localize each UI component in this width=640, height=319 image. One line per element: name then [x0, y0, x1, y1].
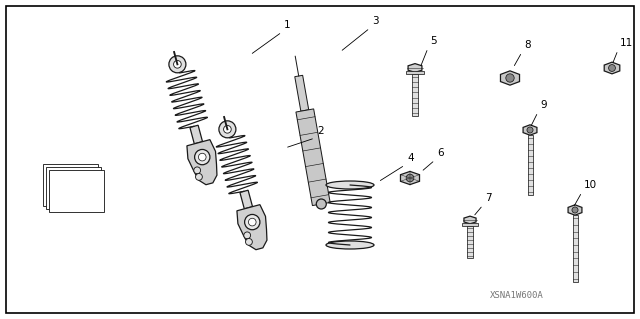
Circle shape — [609, 64, 616, 71]
Polygon shape — [190, 125, 202, 144]
Bar — [406, 71, 424, 74]
Ellipse shape — [326, 181, 374, 189]
Polygon shape — [49, 170, 104, 212]
Text: 4: 4 — [407, 153, 413, 163]
Circle shape — [169, 56, 186, 73]
Circle shape — [219, 121, 236, 138]
Polygon shape — [401, 171, 420, 185]
Polygon shape — [604, 62, 620, 74]
Text: 9: 9 — [540, 100, 547, 110]
Polygon shape — [296, 109, 330, 205]
Circle shape — [572, 207, 578, 213]
Bar — [467, 226, 473, 258]
Circle shape — [244, 232, 251, 239]
Text: 7: 7 — [485, 193, 492, 203]
Circle shape — [248, 218, 256, 226]
Circle shape — [196, 174, 202, 180]
Bar — [462, 223, 477, 226]
Text: 3: 3 — [372, 16, 379, 26]
Polygon shape — [464, 216, 476, 224]
Text: 1: 1 — [284, 20, 291, 30]
Polygon shape — [523, 125, 537, 135]
Text: 2: 2 — [317, 126, 324, 136]
Circle shape — [173, 61, 181, 68]
Polygon shape — [187, 140, 217, 185]
Text: 8: 8 — [524, 40, 531, 50]
Circle shape — [246, 239, 252, 245]
Polygon shape — [295, 75, 308, 111]
Circle shape — [198, 153, 206, 161]
Bar — [573, 215, 577, 282]
Circle shape — [244, 214, 260, 230]
Circle shape — [194, 167, 200, 174]
Text: 10: 10 — [584, 180, 597, 190]
Polygon shape — [42, 164, 97, 206]
Text: 11: 11 — [620, 38, 633, 48]
Text: 5: 5 — [430, 36, 436, 46]
Circle shape — [506, 74, 514, 82]
Text: XSNA1W600A: XSNA1W600A — [490, 291, 544, 300]
Text: 6: 6 — [437, 148, 444, 158]
Polygon shape — [568, 205, 582, 215]
Circle shape — [195, 149, 210, 165]
Circle shape — [316, 199, 326, 209]
Polygon shape — [45, 167, 100, 209]
Circle shape — [406, 174, 414, 182]
Bar — [527, 135, 532, 195]
Polygon shape — [240, 190, 253, 209]
Ellipse shape — [326, 241, 374, 249]
Circle shape — [223, 125, 231, 133]
Bar — [412, 74, 418, 116]
Polygon shape — [500, 71, 520, 85]
Polygon shape — [408, 63, 422, 72]
Circle shape — [527, 127, 533, 133]
Polygon shape — [237, 205, 267, 250]
